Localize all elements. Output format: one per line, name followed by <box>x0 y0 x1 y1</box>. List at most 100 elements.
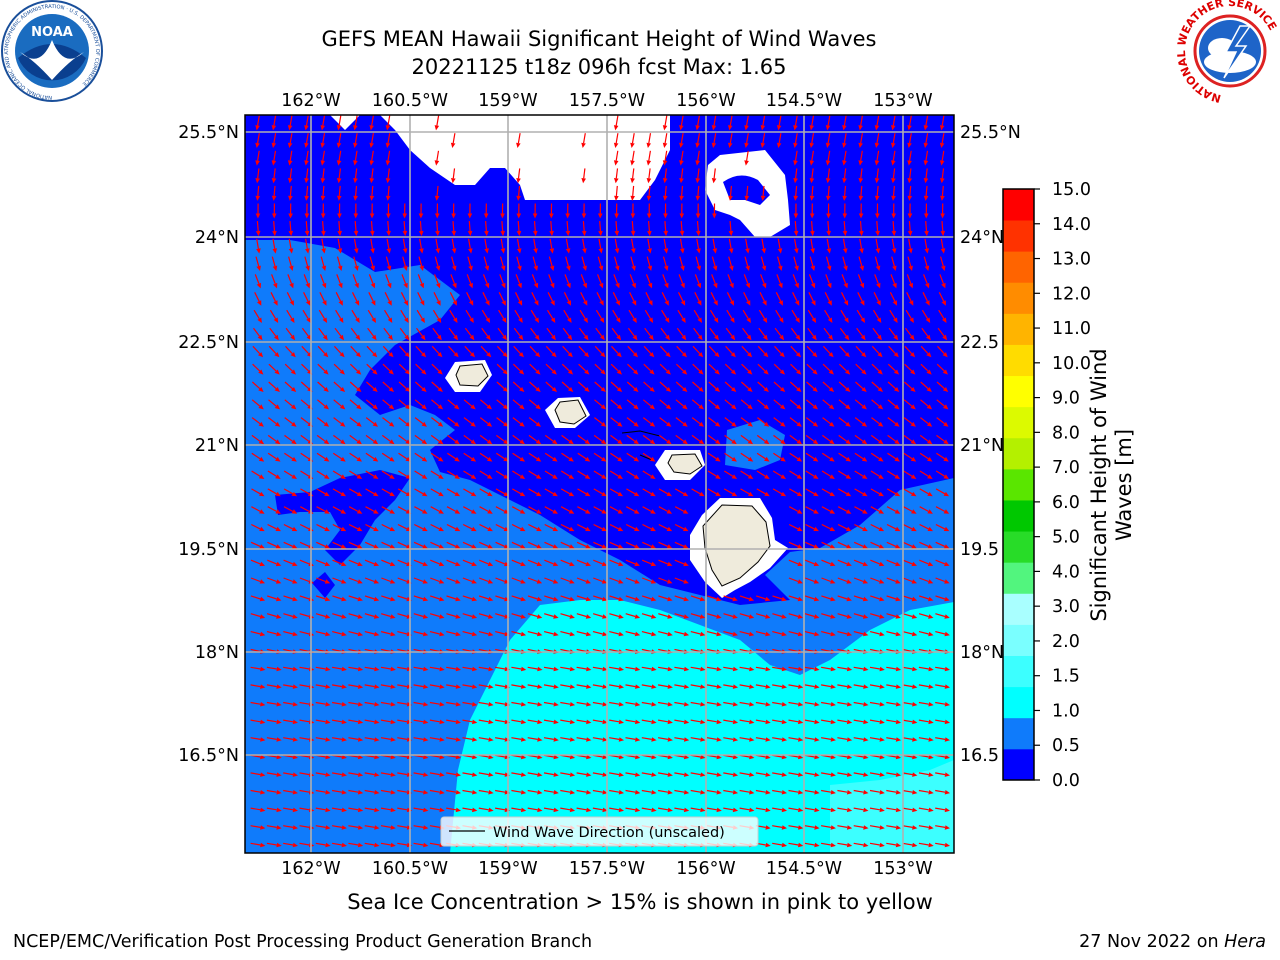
wind-wave-arrow <box>886 577 897 583</box>
wind-wave-arrow <box>609 488 620 495</box>
wind-wave-arrow <box>495 541 506 547</box>
wind-wave-arrow <box>697 168 700 179</box>
wind-wave-arrow <box>690 684 701 688</box>
bottom-longitude-labels: 162°W 160.5°W 159°W 157.5°W 156°W 154.5°W 153°… <box>281 859 932 879</box>
wind-wave-arrowhead <box>634 614 641 619</box>
wind-wave-arrow <box>706 807 718 811</box>
wind-wave-arrowhead <box>876 300 881 306</box>
wind-wave-arrowhead <box>451 248 457 254</box>
wind-wave-arrow <box>793 256 798 267</box>
lat-tick-label: 25.5°N <box>178 123 239 143</box>
wind-wave-arrow <box>860 185 863 196</box>
wind-wave-arrow <box>348 631 359 635</box>
wind-wave-arrow <box>266 701 277 705</box>
wind-wave-arrowhead <box>617 509 624 514</box>
wind-wave-arrowhead <box>779 369 785 375</box>
wind-wave-arrow <box>432 327 440 337</box>
wind-wave-arrow <box>305 115 309 126</box>
wind-wave-arrowhead <box>814 631 820 637</box>
wind-wave-arrowhead <box>613 160 619 166</box>
wind-wave-arrow <box>564 274 570 284</box>
wind-wave-arrowhead <box>634 596 640 602</box>
wind-wave-arrowhead <box>439 754 445 760</box>
wind-wave-arrowhead <box>810 248 815 254</box>
wind-wave-arrowhead <box>714 404 721 410</box>
wind-wave-arrowhead <box>664 300 669 306</box>
wind-wave-arrowhead <box>618 737 624 742</box>
wind-wave-arrow <box>397 701 408 705</box>
wind-wave-arrowhead <box>418 230 424 237</box>
wind-wave-arrow <box>332 523 342 530</box>
wind-wave-arrow <box>657 684 669 688</box>
wind-wave-arrowhead <box>696 282 702 289</box>
wind-wave-arrowhead <box>390 807 396 813</box>
wind-wave-arrow <box>447 452 457 460</box>
wind-wave-arrow <box>886 807 897 811</box>
wind-wave-arrow <box>354 150 358 161</box>
wind-wave-arrow <box>499 274 504 284</box>
wind-wave-arrowhead <box>618 719 624 725</box>
wind-wave-arrowhead <box>666 421 672 427</box>
wind-wave-arrow <box>419 221 422 232</box>
wind-wave-arrow <box>888 327 896 337</box>
wind-wave-arrow <box>251 434 261 442</box>
wind-wave-arrow <box>741 363 750 372</box>
wind-wave-arrowhead <box>289 282 294 289</box>
wind-wave-arrowhead <box>826 265 832 271</box>
wind-wave-arrow <box>495 648 506 653</box>
wind-wave-arrowhead <box>895 596 901 602</box>
wind-wave-arrow <box>250 842 261 846</box>
wind-wave-arrow <box>804 684 815 688</box>
wind-wave-arrowhead <box>895 544 901 549</box>
wind-wave-arrow <box>709 327 717 337</box>
wind-wave-arrowhead <box>517 248 522 254</box>
wind-wave-arrow <box>338 221 341 232</box>
wind-wave-arrowhead <box>455 666 461 672</box>
wind-wave-arrow <box>560 701 571 705</box>
wind-wave-arrowhead <box>863 737 869 742</box>
wind-wave-arrow <box>871 381 880 390</box>
wind-wave-arrowhead <box>485 300 490 306</box>
wind-wave-arrowhead <box>683 561 689 567</box>
wind-wave-arrowhead <box>324 579 331 584</box>
wind-wave-arrowhead <box>386 230 391 237</box>
wind-wave-arrowhead <box>711 125 717 131</box>
wind-wave-arrow <box>806 381 815 390</box>
wind-wave-arrowhead <box>520 544 526 549</box>
wind-wave-arrow <box>773 417 782 425</box>
wind-wave-arrowhead <box>912 666 918 672</box>
wind-wave-arrowhead <box>700 631 706 637</box>
wind-wave-arrow <box>462 701 473 705</box>
wind-wave-arrowhead <box>698 352 704 358</box>
wind-wave-arrowhead <box>879 825 885 830</box>
wind-wave-arrow <box>333 417 342 425</box>
wind-wave-arrow <box>891 238 895 249</box>
wind-wave-arrow <box>772 807 783 811</box>
wind-wave-arrow <box>266 789 277 793</box>
wind-wave-arrowhead <box>356 491 363 497</box>
wind-wave-arrow <box>353 238 357 249</box>
wind-wave-arrowhead <box>582 248 587 254</box>
wind-wave-arrow <box>614 238 618 249</box>
wind-wave-arrowhead <box>488 772 494 777</box>
wind-wave-arrow <box>936 452 946 460</box>
wind-wave-arrowhead <box>292 719 298 725</box>
wind-wave-arrowhead <box>370 230 375 237</box>
wind-wave-arrow <box>317 381 326 390</box>
wind-wave-arrowhead <box>390 790 396 795</box>
wind-wave-arrow <box>560 719 571 723</box>
wind-wave-arrow <box>431 345 440 355</box>
wind-wave-arrowhead <box>390 666 396 672</box>
wind-wave-arrowhead <box>862 491 868 497</box>
wind-wave-arrowhead <box>912 684 918 689</box>
wind-wave-arrow <box>387 221 390 232</box>
wind-wave-arrowhead <box>602 614 608 619</box>
wind-wave-arrowhead <box>894 404 900 410</box>
wind-wave-arrow <box>691 434 701 442</box>
wind-wave-arrow <box>267 434 277 442</box>
wind-wave-arrow <box>674 737 685 740</box>
wind-wave-arrow <box>273 133 277 144</box>
wind-wave-arrow <box>658 577 669 583</box>
wind-wave-arrow <box>430 559 440 565</box>
wind-wave-arrowhead <box>323 369 329 375</box>
